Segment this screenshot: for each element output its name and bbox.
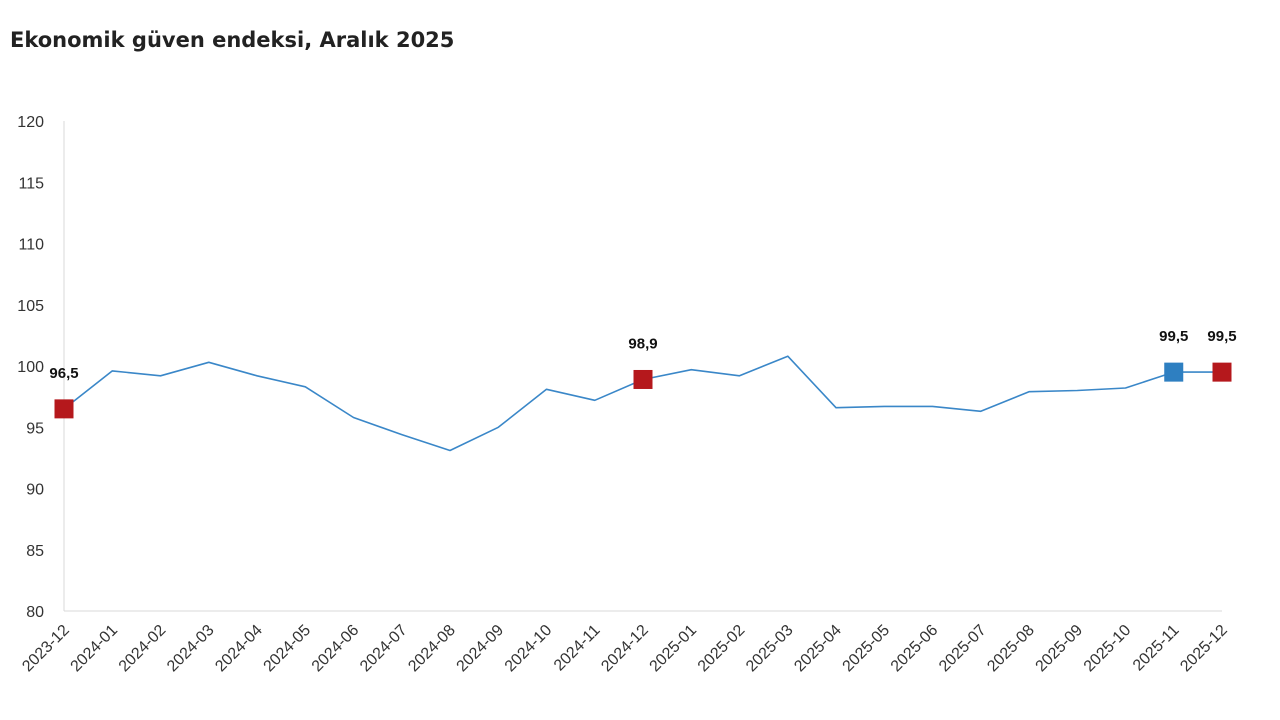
x-axis-ticks: 2023-122024-012024-022024-032024-042024-…: [19, 622, 1231, 676]
y-tick-label: 80: [26, 604, 44, 621]
x-tick-label: 2024-04: [212, 622, 266, 676]
y-tick-label: 115: [18, 175, 44, 192]
x-tick-label: 2024-02: [116, 622, 170, 676]
y-tick-label: 85: [26, 543, 44, 560]
x-tick-label: 2025-06: [888, 622, 942, 676]
x-tick-label: 2024-01: [68, 622, 122, 676]
y-tick-label: 110: [18, 237, 44, 254]
x-tick-label: 2024-07: [357, 622, 411, 676]
x-tick-label: 2025-11: [1130, 622, 1183, 675]
x-tick-label: 2024-10: [502, 622, 556, 676]
x-tick-label: 2025-10: [1081, 622, 1135, 676]
y-tick-label: 100: [17, 359, 44, 376]
x-tick-label: 2024-12: [598, 622, 652, 676]
x-tick-label: 2025-12: [1177, 622, 1231, 676]
y-tick-label: 90: [26, 482, 44, 499]
data-label: 98,9: [628, 335, 657, 352]
x-tick-label: 2025-04: [791, 622, 845, 676]
marker-layer: [54, 362, 1232, 419]
highlight-marker: [1164, 362, 1184, 382]
x-tick-label: 2024-08: [405, 622, 459, 676]
highlight-marker: [633, 369, 653, 389]
x-tick-label: 2025-03: [743, 622, 797, 676]
data-label: 99,5: [1159, 328, 1188, 345]
highlight-marker: [1212, 362, 1232, 382]
x-tick-label: 2024-05: [261, 622, 315, 676]
x-tick-label: 2024-11: [551, 622, 604, 675]
x-tick-label: 2023-12: [19, 622, 73, 676]
x-tick-label: 2024-09: [454, 622, 508, 676]
y-tick-label: 120: [17, 114, 44, 131]
data-label: 99,5: [1207, 328, 1236, 345]
x-tick-label: 2025-07: [936, 622, 990, 676]
x-tick-label: 2025-05: [840, 622, 894, 676]
x-tick-label: 2025-08: [984, 622, 1038, 676]
x-tick-label: 2025-01: [647, 622, 701, 676]
x-tick-label: 2025-09: [1033, 622, 1087, 676]
y-tick-label: 105: [17, 298, 44, 315]
chart-title: Ekonomik güven endeksi, Aralık 2025: [10, 28, 455, 52]
y-axis-ticks: 80 85 90 95 100 105 110 115 120: [17, 114, 44, 621]
axes: [63, 121, 1222, 612]
data-label-layer: 96,5 98,9 99,5 99,5: [49, 328, 1236, 382]
data-label: 96,5: [49, 365, 78, 382]
x-tick-label: 2024-03: [164, 622, 218, 676]
y-tick-label: 95: [26, 420, 44, 437]
highlight-marker: [54, 399, 74, 419]
x-tick-label: 2025-02: [695, 622, 749, 676]
x-tick-label: 2024-06: [309, 622, 363, 676]
